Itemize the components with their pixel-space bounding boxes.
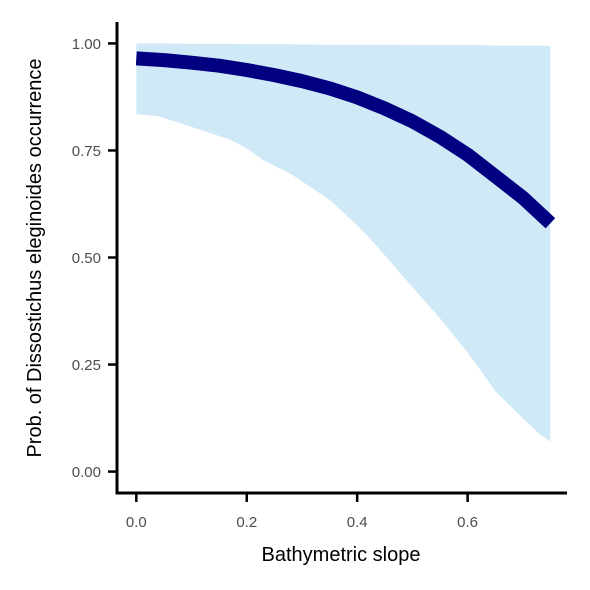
y-tick-label: 0.75 — [72, 143, 101, 160]
y-axis-title: Prob. of Dissostichus eleginoides occurr… — [24, 58, 46, 457]
y-tick-label: 0.25 — [72, 357, 101, 374]
y-tick-label: 0.50 — [72, 250, 101, 267]
x-tick-label: 0.6 — [457, 514, 478, 531]
fit-line-0 — [135, 51, 556, 229]
x-axis-title: Bathymetric slope — [262, 544, 421, 566]
y-tick-label: 1.00 — [72, 36, 101, 53]
ticks: 0.00 0.25 0.50 0.75 1.00 0.0 0.2 0.4 0.6 — [72, 36, 478, 531]
confidence-band — [136, 43, 551, 442]
x-tick-label: 0.2 — [236, 514, 257, 531]
x-tick-label: 0.4 — [347, 514, 368, 531]
plot-area — [135, 43, 556, 442]
x-tick-label: 0.0 — [126, 514, 147, 531]
y-tick-label: 0.00 — [72, 464, 101, 481]
